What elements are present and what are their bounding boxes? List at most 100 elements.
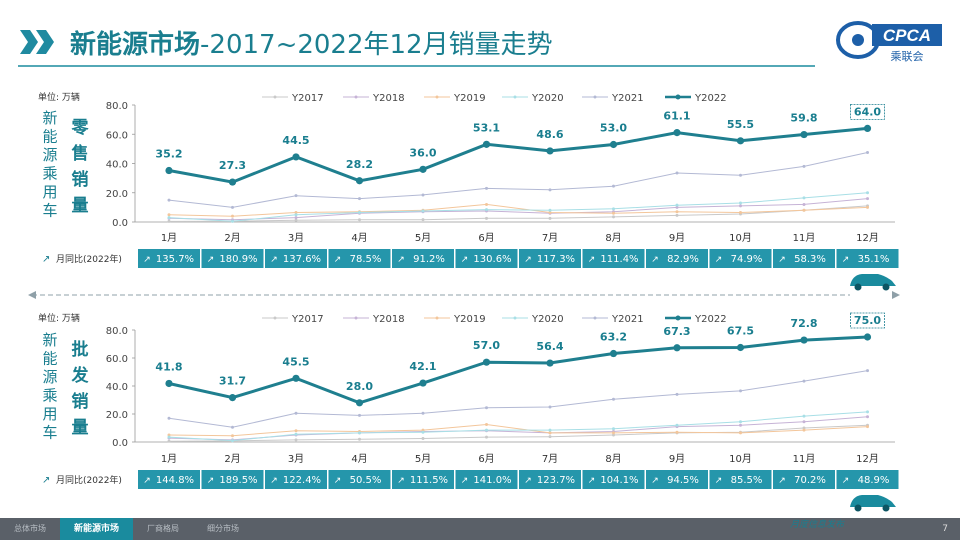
data-label: 67.5 [727,325,754,338]
series-point-y2017 [421,437,425,440]
series-point-y2022 [292,153,300,161]
series-point-y2021 [231,425,234,429]
trend-icon: ↗ [334,476,342,486]
yoy-cell [582,249,645,268]
series-point-y2020 [548,208,552,212]
side-label-bold-char: 量 [72,417,89,438]
data-label: 48.6 [536,128,563,141]
car-wheel [854,283,862,291]
trend-icon: ↗ [461,255,469,265]
arrow-left-icon [28,291,36,299]
arrow-right-icon [892,291,900,299]
series-point-y2021 [294,411,298,415]
series-line-y2018 [168,198,868,221]
series-point-y2019 [167,213,171,217]
series-point-y2021 [358,197,361,201]
yoy-value: 111.5% [410,475,448,486]
side-label-char: 用 [42,183,57,201]
y-tick-label: 20.0 [106,189,128,200]
series-point-y2021 [167,416,171,420]
legend-label: Y2021 [611,314,644,325]
series-point-y2022 [546,147,554,155]
legend-label: Y2019 [453,93,486,104]
series-point-y2020 [167,435,171,439]
car-wheel [854,504,862,512]
yoy-value: 123.7% [537,475,575,486]
tab-nev-market[interactable]: 新能源市场 [60,518,134,540]
yoy-value: 130.6% [473,254,511,265]
series-point-y2018 [866,415,869,419]
y-tick-label: 80.0 [106,101,128,112]
series-point-y2019 [421,428,425,432]
series-point-y2019 [294,429,298,433]
yoy-value: 137.6% [283,254,321,265]
x-tick-label: 11月 [793,232,816,244]
series-point-y2017 [358,437,361,441]
legend-label: Y2017 [291,93,324,104]
data-label: 72.8 [790,317,817,330]
side-label-char: 乘 [42,165,57,183]
series-point-y2020 [866,191,869,195]
yoy-value: 70.2% [794,475,826,486]
y-tick-label: 20.0 [106,410,128,421]
trend-icon: ↗ [778,255,786,265]
series-point-y2019 [802,428,806,432]
yoy-value: 122.4% [283,475,321,486]
legend-label: Y2021 [611,93,644,104]
data-label: 35.2 [155,148,182,161]
x-tick-label: 12月 [856,453,879,465]
series-point-y2019 [548,210,552,214]
yoy-value: 117.3% [537,254,575,265]
series-point-y2018 [802,420,806,424]
yoy-cell [201,249,264,268]
side-label-char: 源 [42,368,57,386]
yoy-cell [455,470,518,489]
trend-icon: ↗ [270,255,278,265]
tab-segment-market[interactable]: 细分市场 [207,524,240,533]
x-tick-label: 5月 [415,453,431,465]
tab-overall-market[interactable]: 总体市场 [14,524,46,533]
series-point-y2021 [485,186,488,190]
x-tick-label: 7月 [542,232,558,244]
trend-icon: ↗ [651,255,659,265]
series-point-y2019 [485,423,488,426]
legend-label: Y2017 [291,314,324,325]
trend-icon: ↗ [842,476,850,486]
series-point-y2017 [294,218,298,222]
series-point-y2020 [231,439,234,443]
yoy-cell [709,470,772,489]
series-line-y2022 [168,335,868,405]
series-point-y2020 [802,196,806,200]
series-point-y2021 [739,173,742,177]
series-point-y2022 [800,336,808,344]
logo-dot-icon [852,34,864,46]
trend-icon: ↗ [461,476,469,486]
side-label-char: 新 [42,331,57,349]
tab-oem-landscape[interactable]: 厂商格局 [147,524,180,533]
y-tick-label: 0.0 [112,438,128,449]
data-label: 56.4 [536,340,563,353]
y-tick-label: 60.0 [106,130,128,141]
x-tick-label: 2月 [224,453,240,465]
series-point-y2019 [548,431,552,435]
series-point-y2022 [736,343,745,352]
x-tick-label: 8月 [605,232,621,244]
legend-marker [435,316,439,320]
legend-label: Y2018 [372,93,405,104]
legend-marker [273,95,277,99]
side-label-bold-char: 销 [72,169,89,190]
car-wheel [882,504,890,512]
series-point-y2018 [866,197,869,201]
yoy-value: 85.5% [731,475,763,486]
legend-marker [675,94,681,100]
legend-marker [435,95,439,99]
legend-marker [513,95,517,99]
trend-icon: ↗ [651,476,659,486]
x-tick-label: 4月 [351,453,367,465]
yoy-value: 91.2% [413,254,445,265]
header: 新能源市场-2017~2022年12月销量走势 [18,29,815,67]
series-point-y2017 [675,213,679,217]
car-body [850,495,896,507]
data-label: 36.0 [409,146,436,159]
